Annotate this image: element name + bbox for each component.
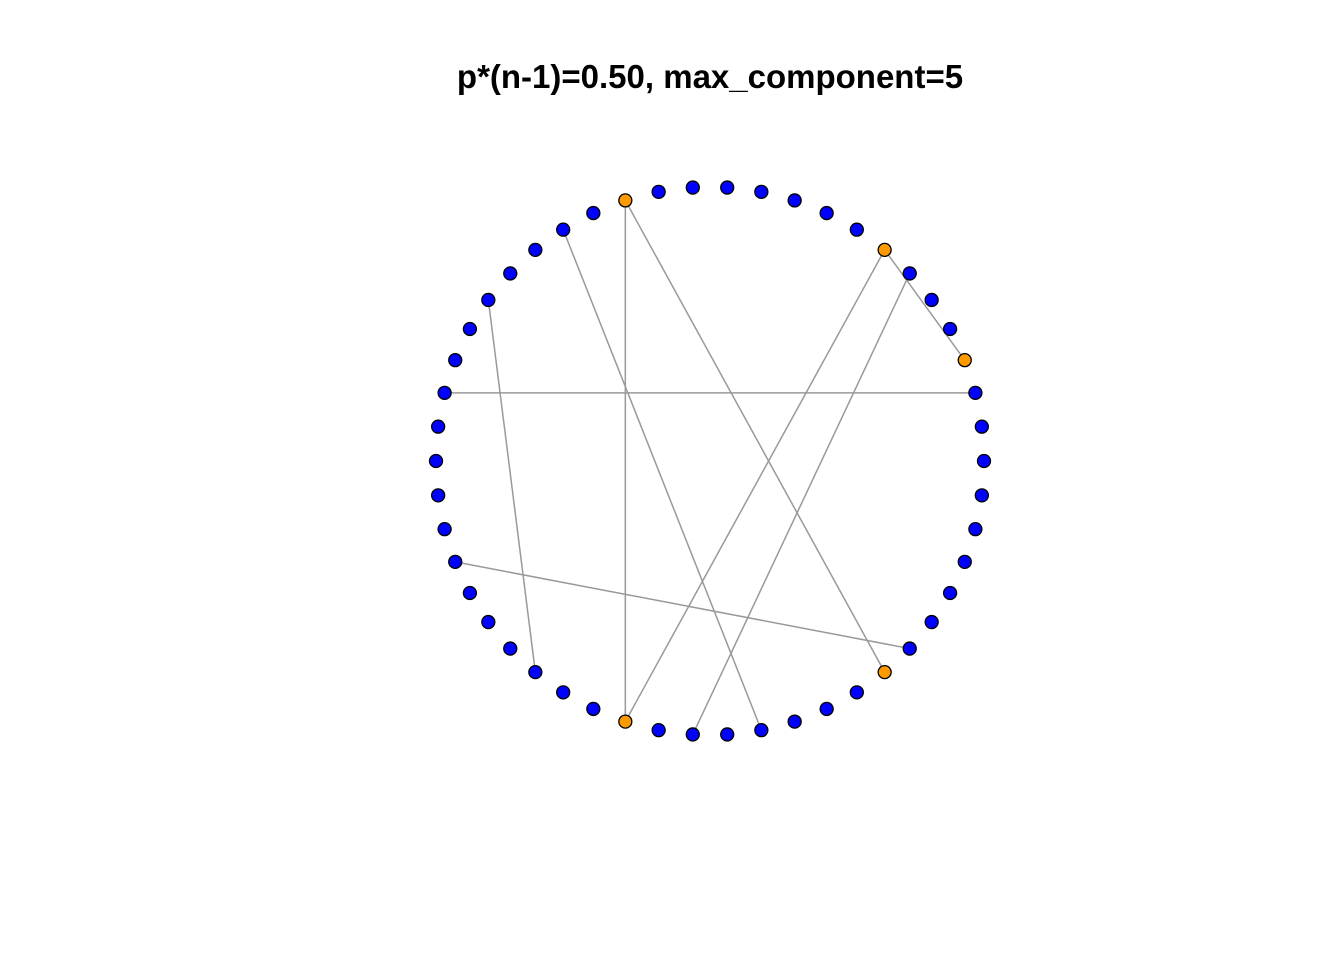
node-21 bbox=[462, 321, 478, 337]
node-0 bbox=[976, 453, 992, 469]
node-22 bbox=[448, 352, 463, 368]
node-17 bbox=[556, 222, 571, 237]
edge-28-44 bbox=[455, 561, 910, 650]
node-28 bbox=[448, 554, 463, 570]
node-largest-component-15 bbox=[618, 193, 633, 208]
node-49 bbox=[974, 488, 989, 503]
node-14 bbox=[651, 184, 666, 200]
node-46 bbox=[942, 585, 958, 601]
node-largest-component-3 bbox=[957, 352, 972, 368]
node-largest-component-7 bbox=[877, 242, 892, 258]
node-10 bbox=[787, 193, 802, 208]
node-6 bbox=[902, 266, 917, 281]
node-40 bbox=[787, 714, 802, 729]
node-23 bbox=[437, 385, 452, 401]
node-42 bbox=[849, 685, 864, 700]
node-18 bbox=[528, 242, 543, 258]
node-20 bbox=[481, 292, 496, 308]
node-29 bbox=[462, 585, 478, 601]
node-12 bbox=[720, 180, 735, 195]
node-8 bbox=[849, 222, 864, 237]
edge-layer bbox=[444, 200, 976, 735]
node-5 bbox=[924, 292, 939, 308]
node-4 bbox=[942, 321, 958, 337]
node-37 bbox=[685, 727, 700, 742]
node-largest-component-35 bbox=[618, 714, 633, 729]
edge-7-35 bbox=[624, 249, 886, 722]
edge-15-43 bbox=[624, 200, 886, 673]
node-11 bbox=[754, 184, 769, 200]
node-33 bbox=[556, 685, 571, 700]
edge-6-37 bbox=[692, 273, 911, 735]
node-25 bbox=[428, 453, 444, 469]
node-16 bbox=[586, 205, 601, 221]
edge-17-39 bbox=[562, 229, 763, 731]
node-41 bbox=[819, 701, 834, 717]
edge-20-32 bbox=[487, 299, 537, 673]
node-9 bbox=[819, 205, 834, 221]
node-48 bbox=[968, 521, 983, 537]
node-largest-component-43 bbox=[877, 664, 892, 680]
node-31 bbox=[503, 641, 518, 656]
node-44 bbox=[902, 641, 917, 656]
edge-3-7 bbox=[884, 249, 966, 361]
node-36 bbox=[651, 722, 666, 738]
node-19 bbox=[503, 266, 518, 281]
node-34 bbox=[586, 701, 601, 717]
node-27 bbox=[437, 521, 452, 537]
node-45 bbox=[924, 614, 939, 630]
node-39 bbox=[754, 722, 769, 738]
node-1 bbox=[974, 419, 989, 434]
node-26 bbox=[431, 488, 446, 503]
node-38 bbox=[720, 727, 735, 742]
node-13 bbox=[685, 180, 700, 195]
node-layer bbox=[428, 180, 992, 742]
node-47 bbox=[957, 554, 972, 570]
node-24 bbox=[431, 419, 446, 434]
node-32 bbox=[528, 664, 543, 680]
node-2 bbox=[968, 385, 983, 401]
plot-title: p*(n-1)=0.50, max_component=5 bbox=[456, 58, 964, 95]
node-30 bbox=[481, 614, 496, 630]
